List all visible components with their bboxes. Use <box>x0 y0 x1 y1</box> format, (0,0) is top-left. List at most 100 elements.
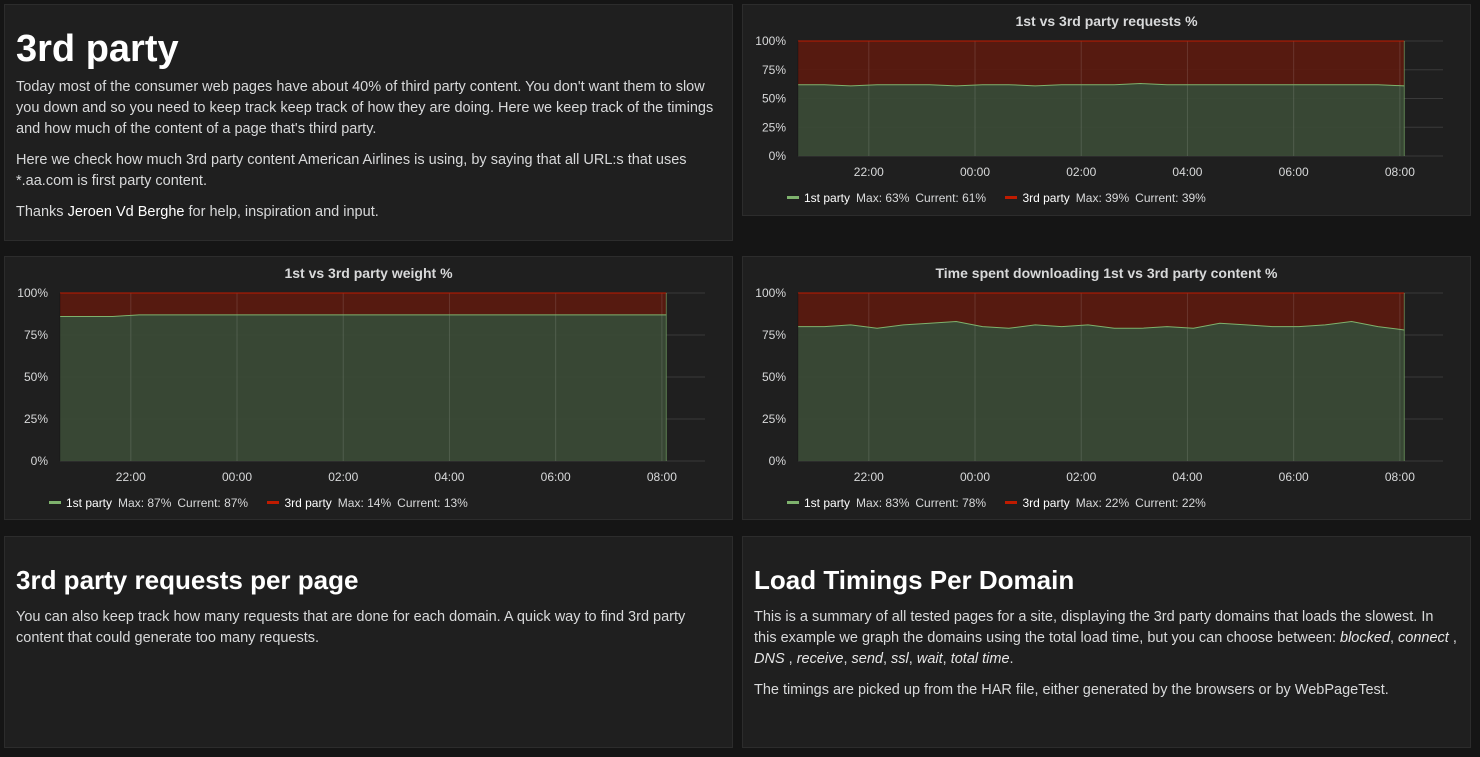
load-timings-intro: This is a summary of all tested pages fo… <box>754 609 1434 646</box>
legend-swatch-3rd <box>267 501 280 505</box>
requests-per-page-panel: 3rd party requests per page You can also… <box>4 536 733 748</box>
legend-name: 1st party <box>66 496 113 510</box>
y-tick-label: 0% <box>769 454 787 468</box>
x-tick-label: 04:00 <box>1172 165 1202 179</box>
load-timings-paragraph-2: The timings are picked up from the HAR f… <box>754 682 1389 698</box>
requests-chart-panel: 1st vs 3rd party requests % 100% 75% 50% 25… <box>742 4 1471 216</box>
legend-name: 3rd party <box>1022 496 1070 510</box>
first-party-line <box>798 83 1405 87</box>
legend-current: Current: 22% <box>1135 496 1206 510</box>
y-tick-label: 25% <box>762 120 786 134</box>
intro-panel: 3rd party Today most of the consumer web… <box>4 4 733 241</box>
legend-item-1st-party[interactable]: 1st party Max: 87% Current: 87% <box>49 496 254 510</box>
y-tick-label: 25% <box>762 412 786 426</box>
x-tick-label: 22:00 <box>854 470 884 484</box>
y-tick-label: 100% <box>755 286 786 300</box>
time-chart-title[interactable]: Time spent downloading 1st vs 3rd party … <box>935 265 1278 281</box>
y-tick-label: 50% <box>762 92 786 106</box>
legend-swatch-1st <box>787 196 799 200</box>
legend-swatch-1st <box>787 501 799 505</box>
legend-name: 3rd party <box>1022 191 1070 205</box>
y-tick-label: 50% <box>24 370 48 384</box>
legend-item-1st-party[interactable]: 1st party Max: 83% Current: 78% <box>787 496 992 510</box>
jeroen-link[interactable]: Jeroen Vd Berghe <box>67 204 185 220</box>
legend-name: 3rd party <box>284 496 332 510</box>
x-tick-label: 08:00 <box>647 470 677 484</box>
legend-current: Current: 61% <box>915 191 987 205</box>
legend-item-1st-party[interactable]: 1st party Max: 63% Current: 61% <box>787 191 992 205</box>
requests-legend: 1st party Max: 63% Current: 61% 3rd party M… <box>787 191 1222 205</box>
option-wait: wait <box>916 651 943 667</box>
intro-paragraph-1: Today most of the consumer web pages hav… <box>16 79 714 137</box>
x-tick-label: 04:00 <box>1172 470 1202 484</box>
load-timings-panel: Load Timings Per Domain This is a summar… <box>742 536 1471 748</box>
first-party-line <box>798 321 1405 331</box>
x-tick-label: 06:00 <box>1279 165 1309 179</box>
option-total-time: total time <box>950 651 1010 667</box>
load-timings-paragraph-1: This is a summary of all tested pages fo… <box>754 609 1457 667</box>
x-tick-label: 04:00 <box>434 470 464 484</box>
option-connect: connect <box>1398 630 1449 646</box>
thanks-text: Thanks <box>16 204 68 220</box>
thanks-suffix: for help, inspiration and input. <box>184 204 379 220</box>
option-ssl: ssl <box>891 651 909 667</box>
y-tick-label: 75% <box>762 328 786 342</box>
first-party-line <box>60 314 667 318</box>
intro-title: 3rd party <box>16 28 179 70</box>
legend-max: Max: 39% <box>1075 191 1130 205</box>
x-tick-label: 00:00 <box>960 165 990 179</box>
x-tick-label: 22:00 <box>854 165 884 179</box>
x-tick-label: 02:00 <box>1066 165 1096 179</box>
option-blocked: blocked <box>1340 630 1390 646</box>
legend-name: 1st party <box>804 496 851 510</box>
weight-chart-panel: 1st vs 3rd party weight % 100% 75% 50% 25% 0… <box>4 256 733 520</box>
weight-chart-title[interactable]: 1st vs 3rd party weight % <box>284 265 453 281</box>
legend-current: Current: 13% <box>397 496 468 510</box>
legend-name: 1st party <box>804 191 851 205</box>
legend-swatch-3rd <box>1005 501 1018 505</box>
legend-current: Current: 87% <box>177 496 249 510</box>
requests-chart-title[interactable]: 1st vs 3rd party requests % <box>1015 13 1198 29</box>
legend-max: Max: 87% <box>118 496 172 510</box>
legend-max: Max: 14% <box>337 496 392 510</box>
intro-paragraph-2: Here we check how much 3rd party content… <box>16 152 687 189</box>
option-receive: receive <box>796 651 844 667</box>
intro-paragraph-3: Thanks Jeroen Vd Berghe for help, inspir… <box>16 202 721 223</box>
y-tick-label: 50% <box>762 370 786 384</box>
legend-max: Max: 22% <box>1075 496 1130 510</box>
y-tick-label: 75% <box>762 63 786 77</box>
y-tick-label: 0% <box>769 149 787 163</box>
requests-per-page-title: 3rd party requests per page <box>16 565 359 595</box>
x-tick-label: 06:00 <box>1279 470 1309 484</box>
legend-swatch-3rd <box>1005 196 1018 200</box>
legend-current: Current: 78% <box>915 496 987 510</box>
time-chart-panel: Time spent downloading 1st vs 3rd party … <box>742 256 1471 520</box>
load-timings-title: Load Timings Per Domain <box>754 565 1075 595</box>
third-party-area <box>798 293 1405 330</box>
x-tick-label: 00:00 <box>960 470 990 484</box>
x-tick-label: 02:00 <box>328 470 358 484</box>
weight-legend: 1st party Max: 87% Current: 87% 3rd party M… <box>49 496 484 510</box>
third-party-area <box>798 41 1405 86</box>
weight-chart: 100% 75% 50% 25% 0% 22:00 00:00 02:00 04:00 06:00… <box>17 286 705 484</box>
first-party-area <box>798 83 1405 156</box>
requests-per-page-paragraph: You can also keep track how many request… <box>16 609 686 646</box>
legend-item-3rd-party[interactable]: 3rd party Max: 39% Current: 39% <box>1005 191 1211 205</box>
option-dns: DNS <box>754 651 785 667</box>
x-tick-label: 22:00 <box>116 470 146 484</box>
y-tick-label: 100% <box>17 286 48 300</box>
third-party-area <box>60 293 667 317</box>
legend-max: Max: 83% <box>856 496 910 510</box>
x-tick-label: 08:00 <box>1385 470 1415 484</box>
x-tick-label: 06:00 <box>541 470 571 484</box>
x-tick-label: 08:00 <box>1385 165 1415 179</box>
legend-item-3rd-party[interactable]: 3rd party Max: 14% Current: 13% <box>267 496 473 510</box>
legend-swatch-1st <box>49 501 61 505</box>
time-legend: 1st party Max: 83% Current: 78% 3rd party M… <box>787 496 1222 510</box>
legend-max: Max: 63% <box>856 191 910 205</box>
time-chart: 100% 75% 50% 25% 0% 22:00 00:00 02:00 04:00 06:00… <box>755 286 1443 484</box>
first-party-area <box>798 321 1405 461</box>
legend-item-3rd-party[interactable]: 3rd party Max: 22% Current: 22% <box>1005 496 1211 510</box>
legend-current: Current: 39% <box>1135 191 1206 205</box>
option-send: send <box>851 651 883 667</box>
